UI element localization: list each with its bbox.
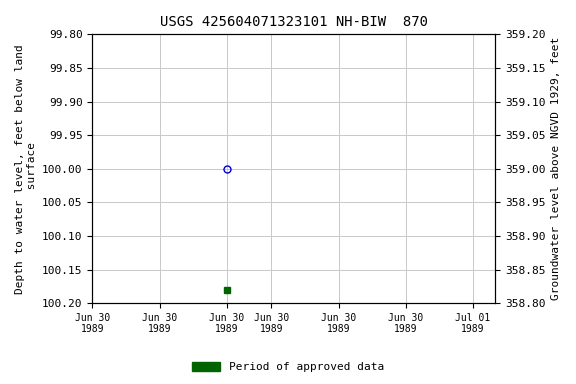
Title: USGS 425604071323101 NH-BIW  870: USGS 425604071323101 NH-BIW 870	[160, 15, 428, 29]
Y-axis label: Depth to water level, feet below land
 surface: Depth to water level, feet below land su…	[15, 44, 37, 294]
Y-axis label: Groundwater level above NGVD 1929, feet: Groundwater level above NGVD 1929, feet	[551, 37, 561, 300]
Legend: Period of approved data: Period of approved data	[188, 357, 388, 377]
